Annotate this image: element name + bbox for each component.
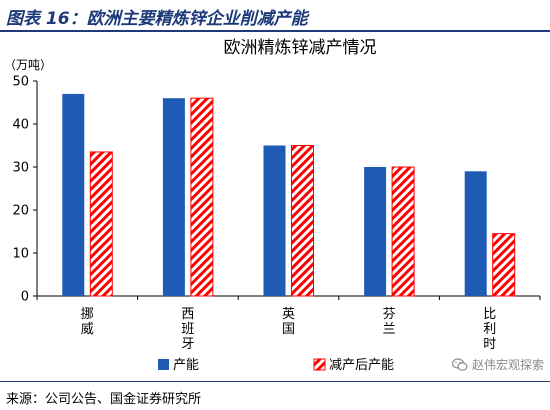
legend-label: 产能 [173, 358, 199, 373]
chart-title: 欧洲精炼锌减产情况 [224, 38, 377, 58]
bar-chart: 欧洲精炼锌减产情况 （万吨） 0 10 20 30 40 50 挪威 西班牙 英国 芬兰 比利时 产… [4, 38, 541, 373]
legend-swatch [158, 359, 169, 370]
y-unit-label: （万吨） [4, 58, 52, 72]
bar-capacity [464, 171, 487, 296]
x-category-label: 比利时 [483, 307, 496, 352]
watermark: 赵伟宏观探索 [451, 356, 544, 373]
x-category-label: 挪威 [81, 307, 94, 337]
bar-capacity [62, 93, 85, 297]
bar-capacity [162, 98, 185, 296]
y-tick-label: 0 [21, 290, 29, 305]
bar-capacity-after-cut [89, 151, 113, 297]
y-tick-label: 10 [12, 247, 29, 262]
figure-label: 图表 16：欧洲主要精炼锌企业削减产能 [6, 9, 308, 29]
footer-divider [0, 381, 550, 382]
y-tick-label: 20 [12, 204, 29, 219]
bar-capacity [364, 167, 387, 296]
bar-capacity [263, 145, 286, 296]
y-tick-label: 40 [12, 118, 29, 133]
x-category-label: 西班牙 [181, 307, 194, 352]
wechat-icon [451, 357, 468, 371]
bar-capacity-after-cut [391, 166, 415, 297]
figure-header: 图表 16：欧洲主要精炼锌企业削减产能 [0, 0, 550, 32]
x-category-label: 芬兰 [383, 307, 396, 337]
bar-capacity-after-cut [492, 233, 516, 297]
y-tick-label: 30 [12, 161, 29, 176]
x-category-label: 英国 [282, 307, 295, 337]
bar-capacity-after-cut [291, 145, 314, 297]
source-note: 来源：公司公告、国金证券研究所 [6, 392, 202, 407]
watermark-text: 赵伟宏观探索 [471, 358, 544, 372]
legend-label: 减产后产能 [329, 358, 394, 373]
legend-swatch [313, 358, 326, 371]
y-tick-label: 50 [12, 75, 29, 90]
header-divider [0, 30, 550, 32]
bar-capacity-after-cut [190, 97, 214, 297]
